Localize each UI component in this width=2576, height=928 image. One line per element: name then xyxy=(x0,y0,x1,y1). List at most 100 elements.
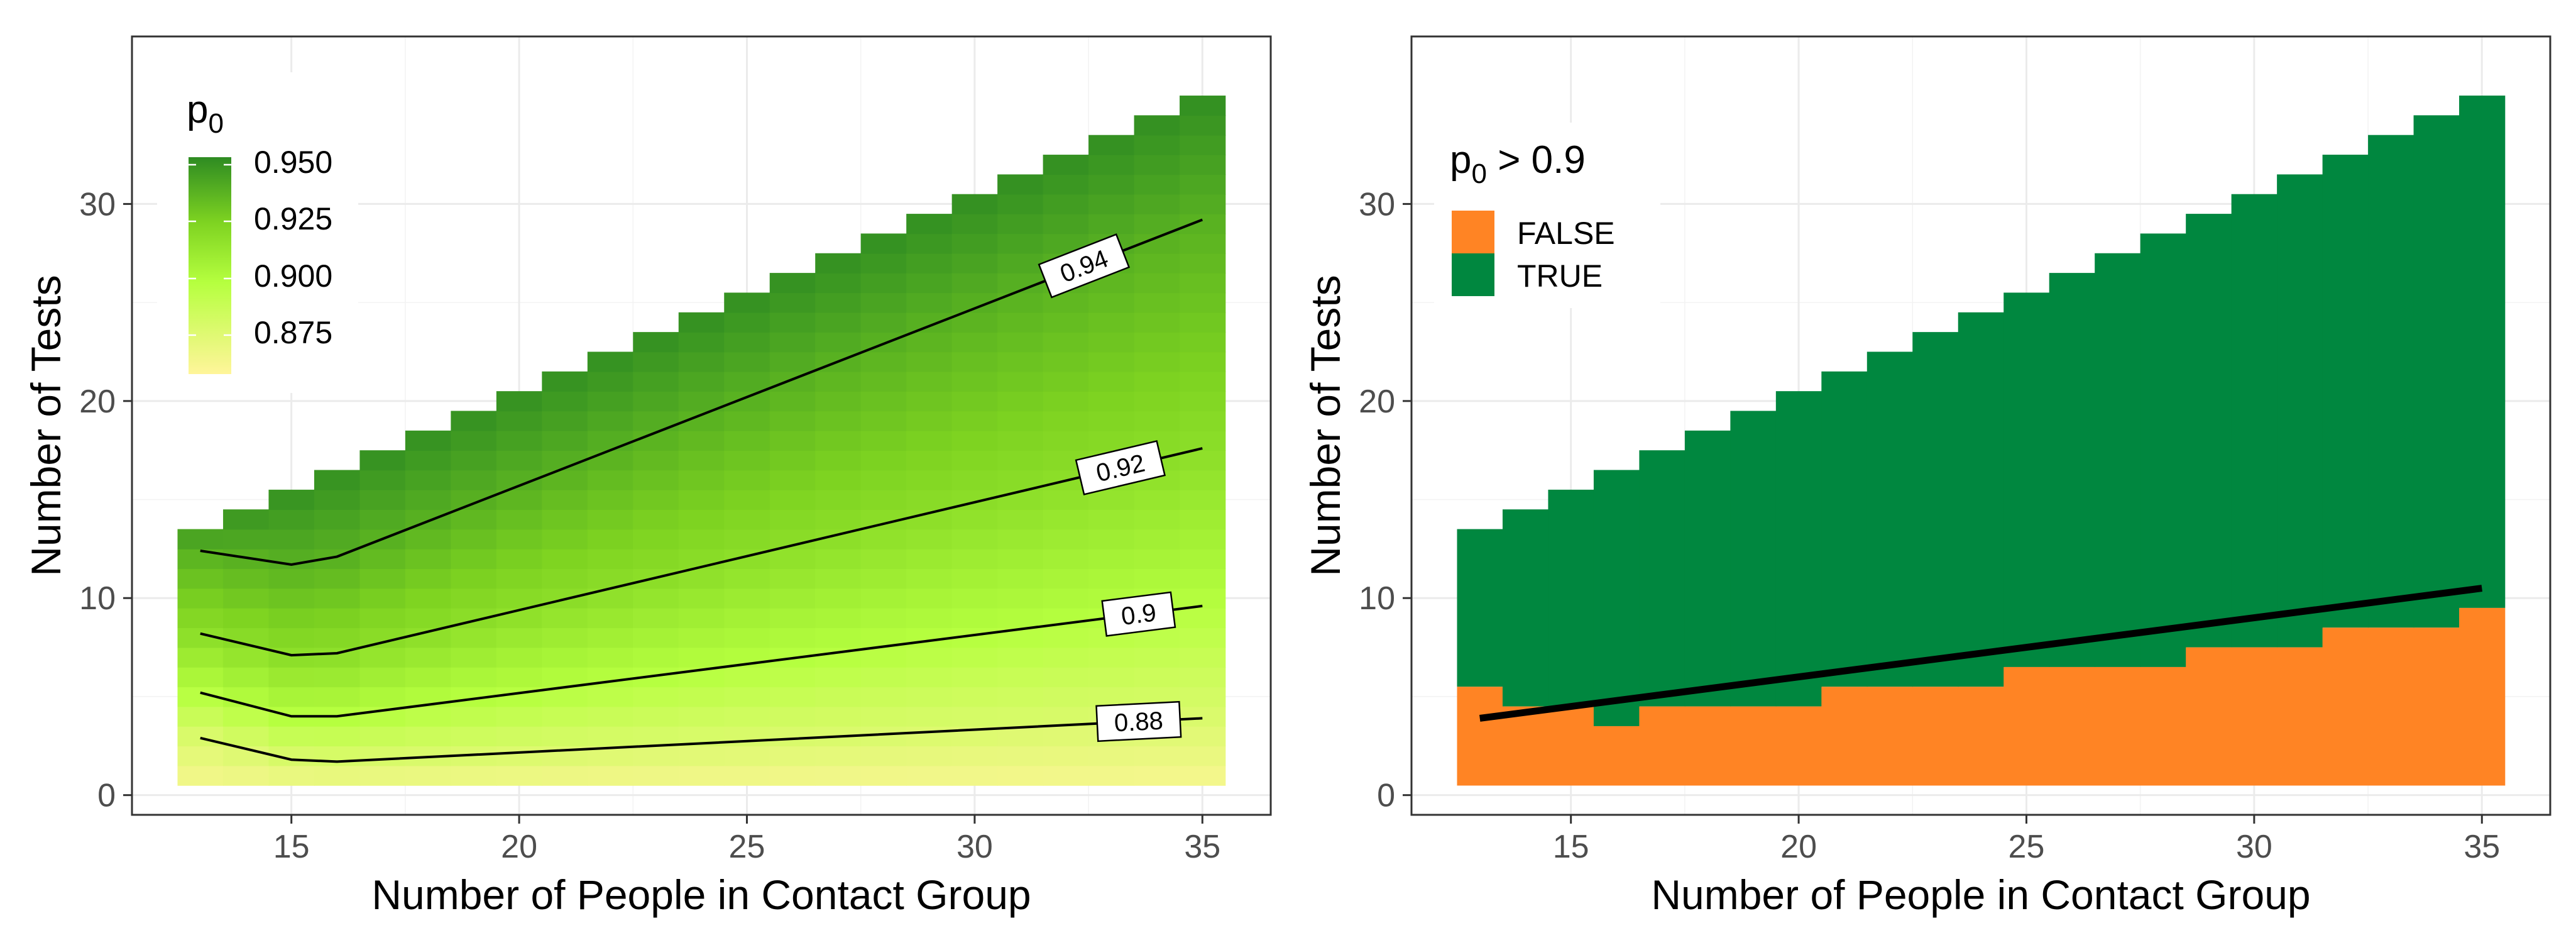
true-cell-column xyxy=(2186,214,2232,648)
contour-line-0.92 xyxy=(200,447,1203,657)
heatmap-cell xyxy=(1134,253,1180,273)
heatmap-cell xyxy=(405,568,452,589)
heatmap-cell xyxy=(542,627,588,648)
left-axes: 15 20 25 30 35 0 10 20 30 xyxy=(79,186,1220,865)
heatmap-cell xyxy=(1180,765,1226,786)
heatmap-cell xyxy=(997,765,1044,786)
heatmap-cell xyxy=(177,666,224,688)
heatmap-cell xyxy=(1134,411,1180,431)
heatmap-cell xyxy=(314,687,361,707)
heatmap-cell xyxy=(860,765,907,786)
heatmap-cell xyxy=(633,706,679,727)
heatmap-cell xyxy=(678,489,725,511)
heatmap-cell xyxy=(678,607,725,629)
heatmap-cell xyxy=(222,568,270,589)
heatmap-cell xyxy=(1043,351,1089,372)
heatmap-cell xyxy=(860,312,907,333)
heatmap-cell xyxy=(1043,746,1089,766)
heatmap-cell xyxy=(815,568,862,589)
heatmap-cell xyxy=(451,489,497,511)
heatmap-cell xyxy=(314,509,361,530)
heatmap-cell xyxy=(815,509,862,530)
heatmap-cell xyxy=(633,391,679,412)
heatmap-cell xyxy=(860,450,907,471)
heatmap-cell xyxy=(951,391,998,412)
heatmap-cell xyxy=(997,666,1044,688)
heatmap-cell xyxy=(724,746,770,766)
false-cell-column xyxy=(2277,647,2323,786)
heatmap-cell xyxy=(678,746,725,766)
heatmap-cell xyxy=(1088,746,1135,766)
heatmap-cell xyxy=(860,607,907,629)
left-y-tick-label: 30 xyxy=(79,186,116,223)
heatmap-cell xyxy=(1180,647,1226,668)
heatmap-cell xyxy=(542,391,588,412)
heatmap-cell xyxy=(177,568,224,589)
heatmap-cell xyxy=(542,726,588,747)
heatmap-cell xyxy=(906,214,953,235)
heatmap-cell xyxy=(1043,214,1089,235)
heatmap-cell xyxy=(997,509,1044,530)
heatmap-cell xyxy=(997,430,1044,451)
heatmap-cell xyxy=(451,726,497,747)
heatmap-cell xyxy=(678,647,725,668)
heatmap-cell xyxy=(860,548,907,570)
heatmap-cell xyxy=(1134,489,1180,511)
heatmap-cell xyxy=(405,450,452,471)
heatmap-cell xyxy=(587,529,634,550)
heatmap-cell xyxy=(405,548,452,570)
heatmap-cell xyxy=(587,411,634,431)
right-y-axis-title: Number of Tests xyxy=(1302,275,1349,576)
heatmap-cell xyxy=(906,411,953,431)
heatmap-cell xyxy=(542,371,588,392)
heatmap-cell xyxy=(1043,765,1089,786)
heatmap-cell xyxy=(177,746,224,766)
heatmap-cell xyxy=(951,411,998,431)
heatmap-cell xyxy=(815,706,862,727)
heatmap-cell xyxy=(951,273,998,294)
heatmap-cell xyxy=(1088,351,1135,372)
heatmap-cell xyxy=(724,391,770,412)
heatmap-cell xyxy=(359,568,406,589)
contour-label-text: 0.9 xyxy=(1120,599,1158,631)
heatmap-cell xyxy=(268,529,315,550)
true-cell-column xyxy=(1821,371,1868,687)
heatmap-cell xyxy=(724,529,770,550)
heatmap-cell xyxy=(496,647,543,668)
heatmap-cell xyxy=(906,312,953,333)
heatmap-cell xyxy=(177,765,224,786)
heatmap-cell xyxy=(1180,194,1226,214)
heatmap-cell xyxy=(951,588,998,609)
heatmap-cell xyxy=(268,489,315,511)
heatmap-cell xyxy=(769,548,816,570)
heatmap-cell xyxy=(906,489,953,511)
heatmap-cell xyxy=(1180,174,1226,195)
heatmap-cell xyxy=(769,391,816,412)
heatmap-cell xyxy=(951,529,998,550)
heatmap-cell xyxy=(633,687,679,707)
heatmap-cell xyxy=(997,351,1044,372)
heatmap-cell xyxy=(997,647,1044,668)
heatmap-cell xyxy=(860,588,907,609)
heatmap-cell xyxy=(1180,253,1226,273)
heatmap-cell xyxy=(860,470,907,490)
right-x-axis-title: Number of People in Contact Group xyxy=(1651,871,2310,918)
heatmap-cell xyxy=(1134,332,1180,353)
heatmap-cell xyxy=(314,627,361,648)
heatmap-cell xyxy=(359,726,406,747)
heatmap-cell xyxy=(724,509,770,530)
heatmap-cell xyxy=(496,746,543,766)
left-x-tick-label: 30 xyxy=(956,829,993,865)
false-cell-column xyxy=(1593,726,1640,786)
heatmap-cell xyxy=(542,509,588,530)
true-cell-column xyxy=(1457,529,1503,687)
heatmap-cell xyxy=(405,765,452,786)
left-y-tick-label: 10 xyxy=(79,580,116,617)
heatmap-cell xyxy=(906,765,953,786)
heatmap-cell xyxy=(997,588,1044,609)
true-cell-column xyxy=(2322,155,2369,628)
heatmap-cell xyxy=(1180,273,1226,294)
true-cell-column xyxy=(1684,430,1731,707)
heatmap-cell xyxy=(815,548,862,570)
